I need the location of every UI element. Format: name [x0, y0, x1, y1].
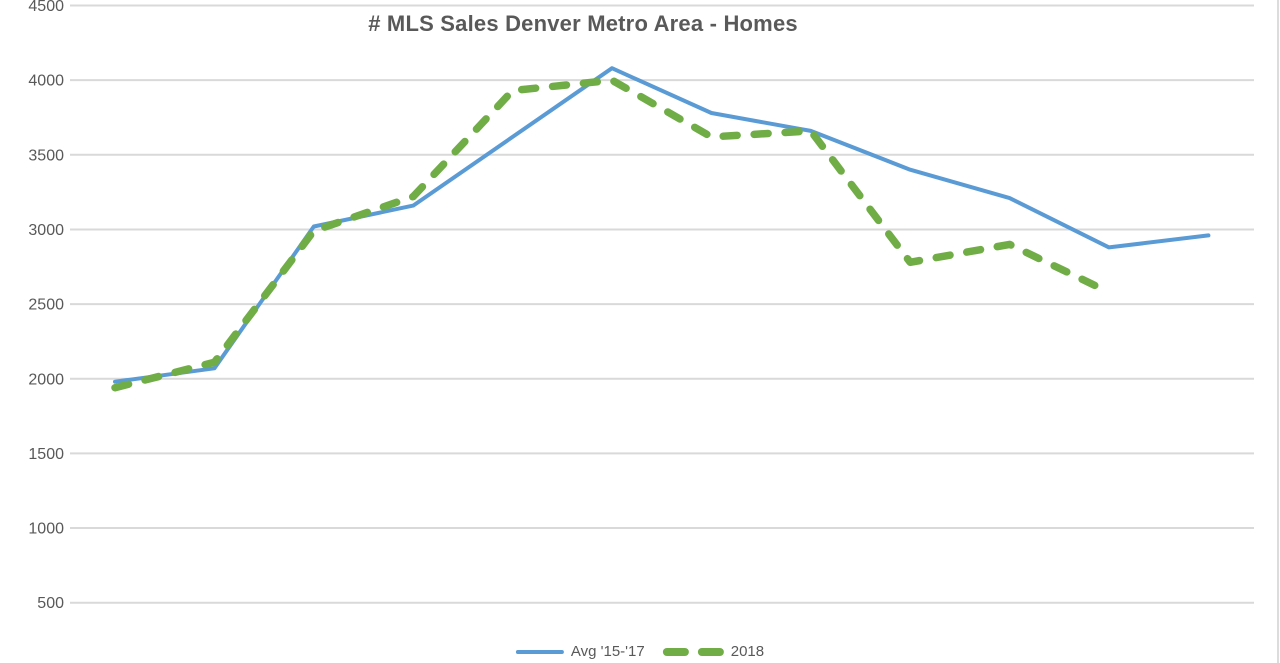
y-axis-tick-label-4000: 4000: [28, 73, 64, 90]
y-axis-tick-label-1500: 1500: [28, 446, 64, 463]
chart-legend: Avg '15-'17 2018: [515, 643, 765, 660]
y-axis-tick-label-2500: 2500: [28, 297, 64, 314]
y-axis-tick-label-4500: 4500: [28, 0, 64, 15]
y-axis-tick-label-500: 500: [37, 595, 64, 612]
legend-item-avg-15-17: Avg '15-'17: [515, 643, 645, 660]
chart-right-border: [1277, 0, 1279, 663]
series-line-avg-15-17: [113, 66, 1211, 384]
legend-item-2018: 2018: [662, 643, 765, 660]
legend-label-2018: 2018: [730, 643, 765, 660]
legend-dashed-line-sample: [662, 647, 724, 656]
y-axis-tick-label-3000: 3000: [28, 222, 64, 239]
chart-title: # MLS Sales Denver Metro Area - Homes: [368, 11, 798, 36]
y-axis-tick-label-2000: 2000: [28, 371, 64, 388]
series-line-2018: [111, 76, 1113, 392]
y-axis-tick-label-1000: 1000: [28, 521, 64, 538]
legend-label-avg-15-17: Avg '15-'17: [570, 643, 645, 660]
legend-solid-line-sample: [515, 649, 564, 654]
y-axis-tick-label-3500: 3500: [28, 147, 64, 164]
